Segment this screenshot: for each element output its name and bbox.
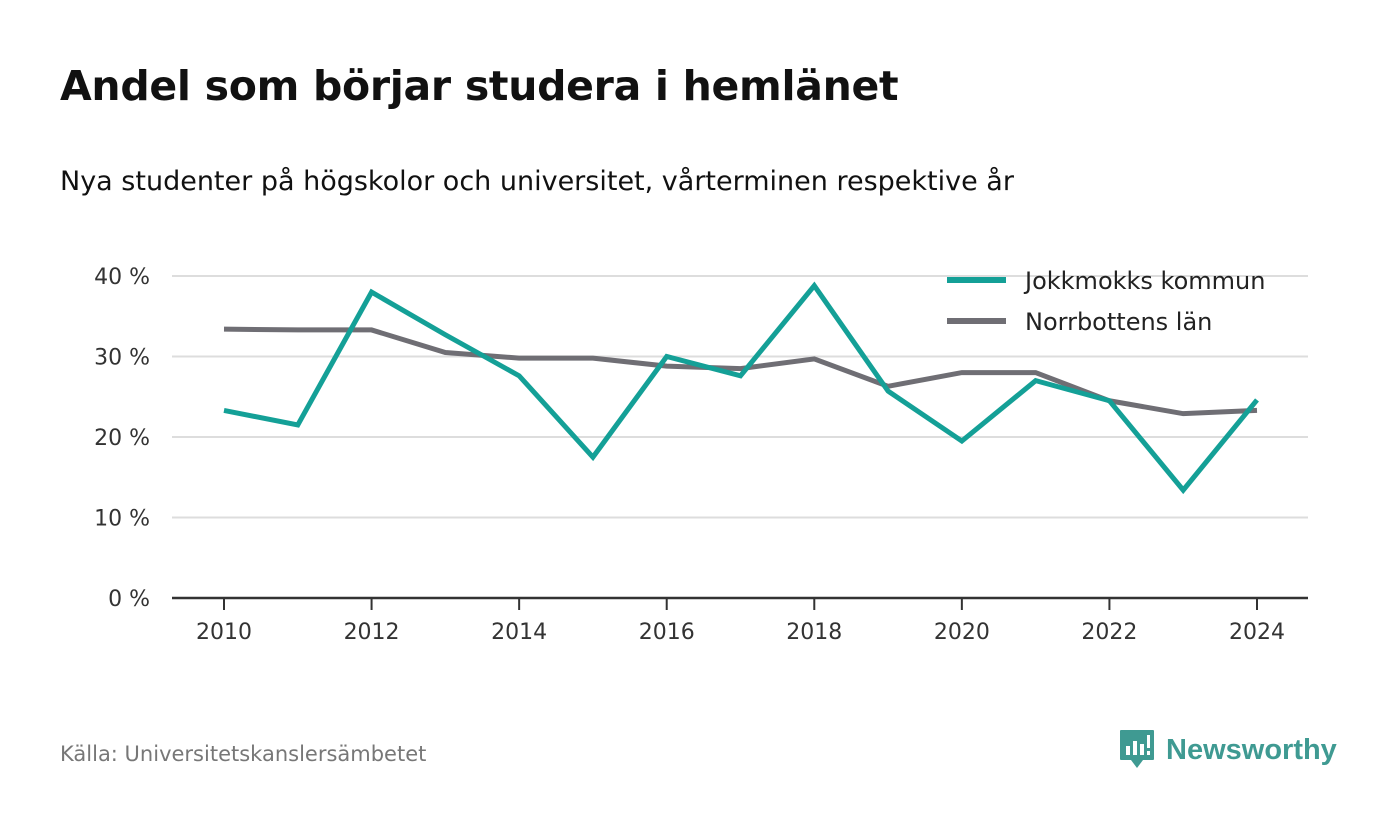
x-axis: 2010 2012 2014 2016 2018 2020 2022 2024 (172, 596, 1308, 645)
x-tick-label: 2010 (196, 620, 252, 645)
gridlines (172, 275, 1308, 519)
y-tick-label: 10 % (94, 507, 150, 532)
brand-logo: Newsworthy (1118, 728, 1337, 772)
source-note: Källa: Universitetskanslersämbetet (60, 742, 427, 766)
brand-name: Newsworthy (1166, 733, 1337, 766)
x-tick-label: 2018 (786, 620, 842, 645)
series-line-jokkmokks-kommun (223, 281, 1259, 495)
series-line-norrbottens-lan (223, 326, 1258, 417)
series-lines (223, 281, 1259, 495)
chart-title: Andel som börjar studera i hemlänet (60, 62, 899, 110)
y-tick-label: 40 % (94, 265, 150, 290)
y-axis-tick-labels: 0 % 10 % 20 % 30 % 40 % (94, 265, 150, 612)
y-tick-label: 30 % (94, 346, 150, 371)
y-tick-label: 20 % (94, 426, 150, 451)
line-chart: 0 % 10 % 20 % 30 % 40 % 2010 2012 2014 2016 2018… (94, 265, 1308, 645)
x-tick-label: 2020 (934, 620, 990, 645)
legend-label: Norrbottens län (1025, 308, 1212, 336)
x-tick-label: 2012 (344, 620, 400, 645)
legend-label: Jokkmokks kommun (1023, 267, 1265, 295)
y-tick-label: 0 % (108, 587, 150, 612)
legend: Jokkmokks kommun Norrbottens län (947, 267, 1265, 336)
x-tick-label: 2016 (639, 620, 695, 645)
chart-subtitle: Nya studenter på högskolor och universit… (60, 166, 1014, 197)
x-tick-label: 2024 (1229, 620, 1285, 645)
x-tick-label: 2014 (491, 620, 547, 645)
x-tick-label: 2022 (1081, 620, 1137, 645)
newsworthy-logo-icon (1120, 730, 1154, 768)
